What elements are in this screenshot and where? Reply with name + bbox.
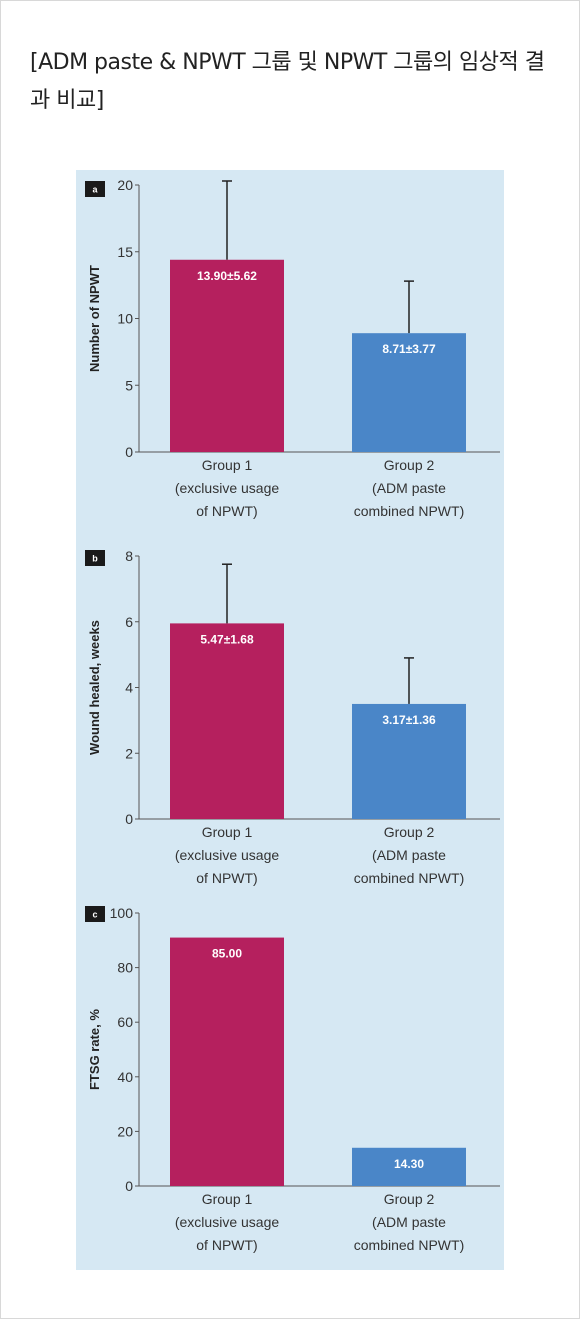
y-tick-label: 6 bbox=[125, 614, 133, 630]
bar-data-label: 8.71±3.77 bbox=[382, 342, 436, 356]
y-axis-label: Wound healed, weeks bbox=[87, 620, 102, 755]
panel-badge bbox=[85, 906, 105, 922]
bar-data-label: 3.17±1.36 bbox=[382, 713, 436, 727]
x-category-label: (exclusive usage bbox=[175, 480, 279, 496]
y-tick-label: 0 bbox=[125, 444, 133, 460]
bar-data-label: 5.47±1.68 bbox=[200, 632, 254, 646]
x-category-label: (ADM paste bbox=[372, 1214, 446, 1230]
bar-group-1 bbox=[170, 937, 284, 1186]
y-tick-label: 8 bbox=[125, 548, 133, 564]
y-tick-label: 20 bbox=[117, 177, 133, 193]
x-category-label: Group 2 bbox=[384, 824, 435, 840]
x-category-label: Group 2 bbox=[384, 457, 435, 473]
y-tick-label: 0 bbox=[125, 1178, 133, 1194]
y-tick-label: 15 bbox=[117, 244, 133, 260]
x-category-label: (ADM paste bbox=[372, 480, 446, 496]
panel-badge-label: a bbox=[92, 185, 98, 195]
panel-badge bbox=[85, 550, 105, 566]
x-category-label: Group 1 bbox=[202, 824, 253, 840]
bar-group-2 bbox=[352, 703, 466, 819]
panel-badge-label: b bbox=[92, 554, 98, 564]
x-category-label: Group 1 bbox=[202, 457, 253, 473]
y-tick-label: 60 bbox=[117, 1014, 133, 1030]
panel-badge-label: c bbox=[92, 910, 97, 920]
x-category-label: of NPWT) bbox=[196, 503, 257, 519]
y-tick-label: 40 bbox=[117, 1069, 133, 1085]
bar-group-1 bbox=[170, 623, 284, 819]
y-axis-label: FTSG rate, % bbox=[87, 1009, 102, 1090]
y-tick-label: 2 bbox=[125, 745, 133, 761]
y-tick-label: 10 bbox=[117, 311, 133, 327]
y-tick-label: 0 bbox=[125, 811, 133, 827]
y-tick-label: 5 bbox=[125, 377, 133, 393]
x-category-label: combined NPWT) bbox=[354, 870, 464, 886]
y-tick-label: 4 bbox=[125, 680, 133, 696]
bar-group-1 bbox=[170, 259, 284, 452]
x-category-label: (ADM paste bbox=[372, 847, 446, 863]
x-category-label: (exclusive usage bbox=[175, 1214, 279, 1230]
x-category-label: combined NPWT) bbox=[354, 1237, 464, 1253]
y-tick-label: 80 bbox=[117, 960, 133, 976]
page-title: [ADM paste & NPWT 그룹 및 NPWT 그룹의 임상적 결과 비… bbox=[30, 50, 545, 113]
bar-group-2 bbox=[352, 333, 466, 452]
x-category-label: (exclusive usage bbox=[175, 847, 279, 863]
x-category-label: Group 1 bbox=[202, 1191, 253, 1207]
bar-data-label: 13.90±5.62 bbox=[197, 269, 257, 283]
bar-group-2 bbox=[352, 1147, 466, 1186]
y-axis-label: Number of NPWT bbox=[87, 265, 102, 372]
x-category-label: Group 2 bbox=[384, 1191, 435, 1207]
x-category-label: combined NPWT) bbox=[354, 503, 464, 519]
y-tick-label: 20 bbox=[117, 1123, 133, 1139]
x-category-label: of NPWT) bbox=[196, 1237, 257, 1253]
bar-data-label: 85.00 bbox=[212, 947, 242, 961]
panel-badge bbox=[85, 181, 105, 197]
bar-data-label: 14.30 bbox=[394, 1157, 424, 1171]
y-tick-label: 100 bbox=[110, 905, 134, 921]
x-category-label: of NPWT) bbox=[196, 870, 257, 886]
